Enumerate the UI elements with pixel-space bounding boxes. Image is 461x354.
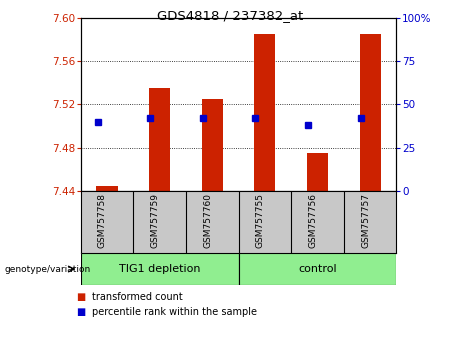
Text: GSM757760: GSM757760 [203, 193, 212, 248]
Text: ■: ■ [76, 292, 85, 302]
Text: GSM757759: GSM757759 [151, 193, 160, 248]
Text: transformed count: transformed count [92, 292, 183, 302]
Text: GSM757755: GSM757755 [256, 193, 265, 248]
Bar [202, 99, 223, 191]
Text: ■: ■ [76, 307, 85, 316]
Text: percentile rank within the sample: percentile rank within the sample [92, 307, 257, 316]
Bar [254, 34, 275, 191]
Bar [360, 34, 381, 191]
Text: genotype/variation: genotype/variation [5, 264, 91, 274]
Bar [239, 253, 396, 285]
Text: GDS4818 / 237382_at: GDS4818 / 237382_at [157, 9, 304, 22]
Bar [149, 88, 170, 191]
Text: GSM757757: GSM757757 [361, 193, 370, 248]
Text: control: control [298, 264, 337, 274]
Bar [96, 186, 118, 191]
Text: GSM757756: GSM757756 [308, 193, 318, 248]
Text: GSM757758: GSM757758 [98, 193, 107, 248]
Bar [81, 253, 239, 285]
Bar [307, 153, 328, 191]
Text: TIG1 depletion: TIG1 depletion [119, 264, 201, 274]
